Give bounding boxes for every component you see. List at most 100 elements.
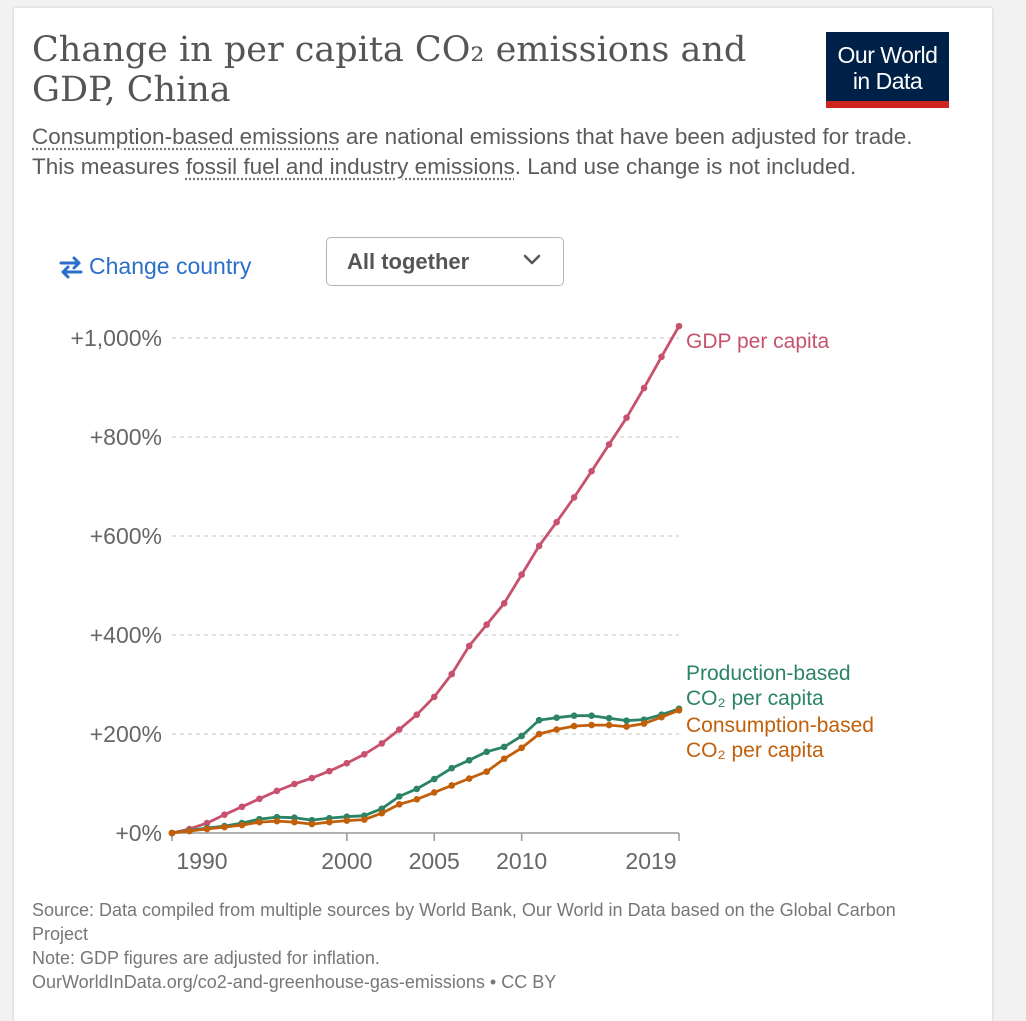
data-point[interactable] — [588, 721, 595, 729]
data-point[interactable] — [168, 829, 176, 837]
data-point[interactable] — [553, 726, 560, 733]
data-point[interactable] — [500, 600, 508, 607]
data-point[interactable] — [605, 721, 613, 729]
data-point[interactable] — [500, 755, 508, 763]
data-point[interactable] — [395, 800, 403, 808]
data-point[interactable] — [395, 726, 403, 733]
data-point[interactable] — [483, 768, 490, 775]
data-point[interactable] — [238, 803, 246, 811]
series-line[interactable] — [171, 325, 681, 835]
data-point[interactable] — [658, 713, 665, 721]
grid-layer — [172, 337, 679, 735]
data-point[interactable] — [430, 789, 438, 796]
data-point[interactable] — [518, 744, 525, 752]
x-tick-label: 2000 — [321, 848, 372, 874]
series-label[interactable]: Consumption-based CO₂ per capita — [686, 714, 874, 762]
data-point[interactable] — [605, 441, 613, 448]
data-point[interactable] — [465, 775, 473, 782]
data-point[interactable] — [640, 720, 648, 727]
source-text: Source: Data compiled from multiple sour… — [32, 900, 896, 944]
data-point[interactable] — [640, 384, 648, 392]
data-point[interactable] — [256, 818, 263, 826]
data-point[interactable] — [623, 723, 630, 730]
data-point[interactable] — [535, 542, 543, 550]
data-point[interactable] — [448, 782, 456, 789]
data-point[interactable] — [221, 811, 228, 818]
data-point[interactable] — [430, 775, 438, 783]
data-point[interactable] — [605, 714, 613, 722]
data-point[interactable] — [588, 712, 595, 719]
chart-title: Change in per capita CO₂ emissions and GD… — [32, 30, 747, 110]
data-point[interactable] — [413, 711, 421, 718]
data-point[interactable] — [553, 518, 560, 526]
url-text[interactable]: OurWorldInData.org/co2-and-greenhouse-ga… — [32, 972, 557, 992]
data-point[interactable] — [518, 571, 525, 578]
data-point[interactable] — [273, 817, 281, 825]
data-point[interactable] — [326, 818, 333, 826]
series-label[interactable]: GDP per capita — [686, 330, 830, 353]
data-point[interactable] — [413, 796, 421, 803]
data-point[interactable] — [535, 730, 543, 738]
data-point[interactable] — [378, 740, 386, 747]
data-point[interactable] — [203, 819, 211, 827]
data-point[interactable] — [291, 818, 298, 826]
x-tick-label: 2019 — [625, 848, 676, 874]
data-point[interactable] — [675, 322, 683, 330]
data-point[interactable] — [535, 716, 543, 724]
data-point[interactable] — [430, 693, 438, 701]
data-point[interactable] — [186, 827, 193, 835]
data-point[interactable] — [378, 809, 386, 817]
data-point[interactable] — [395, 793, 403, 800]
series-labels: GDP per capita Production-based CO₂ per ca… — [686, 330, 874, 762]
swap-arrows-icon — [59, 256, 83, 278]
data-point[interactable] — [553, 714, 560, 721]
data-point[interactable] — [308, 774, 316, 782]
chart-card — [14, 8, 992, 1021]
data-point[interactable] — [483, 748, 490, 756]
change-country-button[interactable]: Change country — [57, 253, 251, 280]
data-point[interactable] — [291, 780, 298, 788]
data-point[interactable] — [465, 756, 473, 764]
data-point[interactable] — [238, 821, 246, 829]
data-point[interactable] — [658, 353, 665, 361]
y-tick-label: +1,000% — [71, 325, 162, 351]
data-point[interactable] — [465, 642, 473, 650]
y-tick-label: +600% — [90, 523, 162, 549]
series-mode-dropdown[interactable]: All together — [326, 237, 564, 286]
data-point[interactable] — [361, 750, 368, 758]
series-line[interactable] — [171, 708, 680, 835]
data-point[interactable] — [343, 817, 351, 824]
data-point[interactable] — [273, 787, 281, 795]
data-point[interactable] — [588, 467, 595, 475]
data-point[interactable] — [518, 732, 525, 740]
dropdown-value: All together — [347, 248, 470, 274]
x-tick-label: 2005 — [409, 848, 460, 874]
series-line[interactable] — [171, 707, 680, 835]
series-label[interactable]: Production-based CO₂ per capita — [686, 662, 851, 710]
data-point[interactable] — [256, 795, 263, 803]
fossil-fuel-emissions-link[interactable]: fossil fuel and industry emissions — [185, 154, 515, 179]
data-point[interactable] — [308, 820, 316, 828]
consumption-based-emissions-link[interactable]: Consumption-based emissions — [32, 124, 340, 149]
data-point[interactable] — [675, 706, 683, 714]
data-point[interactable] — [203, 825, 211, 833]
data-point[interactable] — [448, 670, 456, 678]
x-tick-label: 2010 — [496, 848, 547, 874]
data-point[interactable] — [623, 717, 630, 724]
data-point[interactable] — [221, 823, 228, 831]
data-point[interactable] — [343, 759, 351, 767]
data-point[interactable] — [361, 816, 368, 823]
data-point[interactable] — [500, 743, 508, 751]
data-point[interactable] — [483, 621, 490, 628]
data-point[interactable] — [570, 712, 578, 719]
data-point[interactable] — [570, 494, 578, 501]
data-point[interactable] — [570, 722, 578, 730]
owid-logo[interactable]: Our World in Data — [826, 32, 949, 108]
note-text: Note: GDP figures are adjusted for infla… — [32, 948, 380, 968]
axis-layer: +0% +200% +400% +600% +800% +1,000% 1990 2000 20… — [71, 325, 680, 874]
data-point[interactable] — [326, 767, 333, 775]
data-point[interactable] — [413, 785, 421, 793]
data-point[interactable] — [623, 414, 630, 421]
data-point[interactable] — [448, 764, 456, 772]
